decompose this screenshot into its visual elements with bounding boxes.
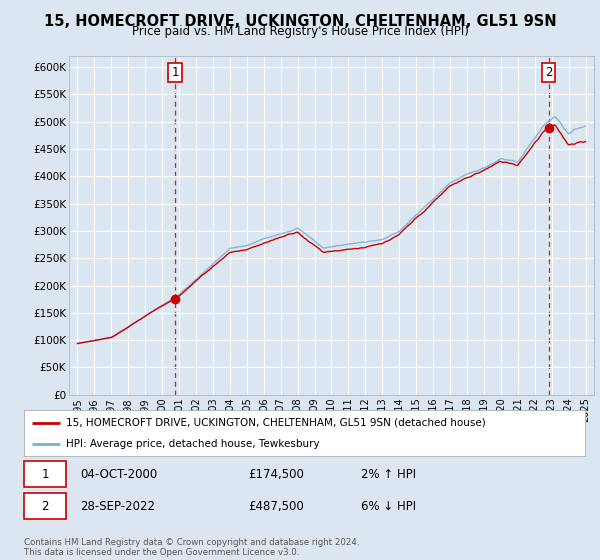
- Text: £487,500: £487,500: [248, 500, 304, 513]
- Text: 04-OCT-2000: 04-OCT-2000: [80, 468, 157, 480]
- Text: 1: 1: [41, 468, 49, 480]
- Text: 2% ↑ HPI: 2% ↑ HPI: [361, 468, 416, 480]
- Text: 15, HOMECROFT DRIVE, UCKINGTON, CHELTENHAM, GL51 9SN (detached house): 15, HOMECROFT DRIVE, UCKINGTON, CHELTENH…: [66, 418, 486, 428]
- Text: HPI: Average price, detached house, Tewkesbury: HPI: Average price, detached house, Tewk…: [66, 439, 320, 449]
- Text: Price paid vs. HM Land Registry's House Price Index (HPI): Price paid vs. HM Land Registry's House …: [131, 25, 469, 38]
- Text: Contains HM Land Registry data © Crown copyright and database right 2024.
This d: Contains HM Land Registry data © Crown c…: [24, 538, 359, 557]
- Text: £174,500: £174,500: [248, 468, 304, 480]
- Text: 6% ↓ HPI: 6% ↓ HPI: [361, 500, 416, 513]
- FancyBboxPatch shape: [24, 461, 66, 487]
- FancyBboxPatch shape: [24, 493, 66, 519]
- Text: 28-SEP-2022: 28-SEP-2022: [80, 500, 155, 513]
- Text: 2: 2: [41, 500, 49, 513]
- Text: 1: 1: [172, 66, 179, 79]
- Text: 2: 2: [545, 66, 553, 79]
- Text: 15, HOMECROFT DRIVE, UCKINGTON, CHELTENHAM, GL51 9SN: 15, HOMECROFT DRIVE, UCKINGTON, CHELTENH…: [44, 14, 556, 29]
